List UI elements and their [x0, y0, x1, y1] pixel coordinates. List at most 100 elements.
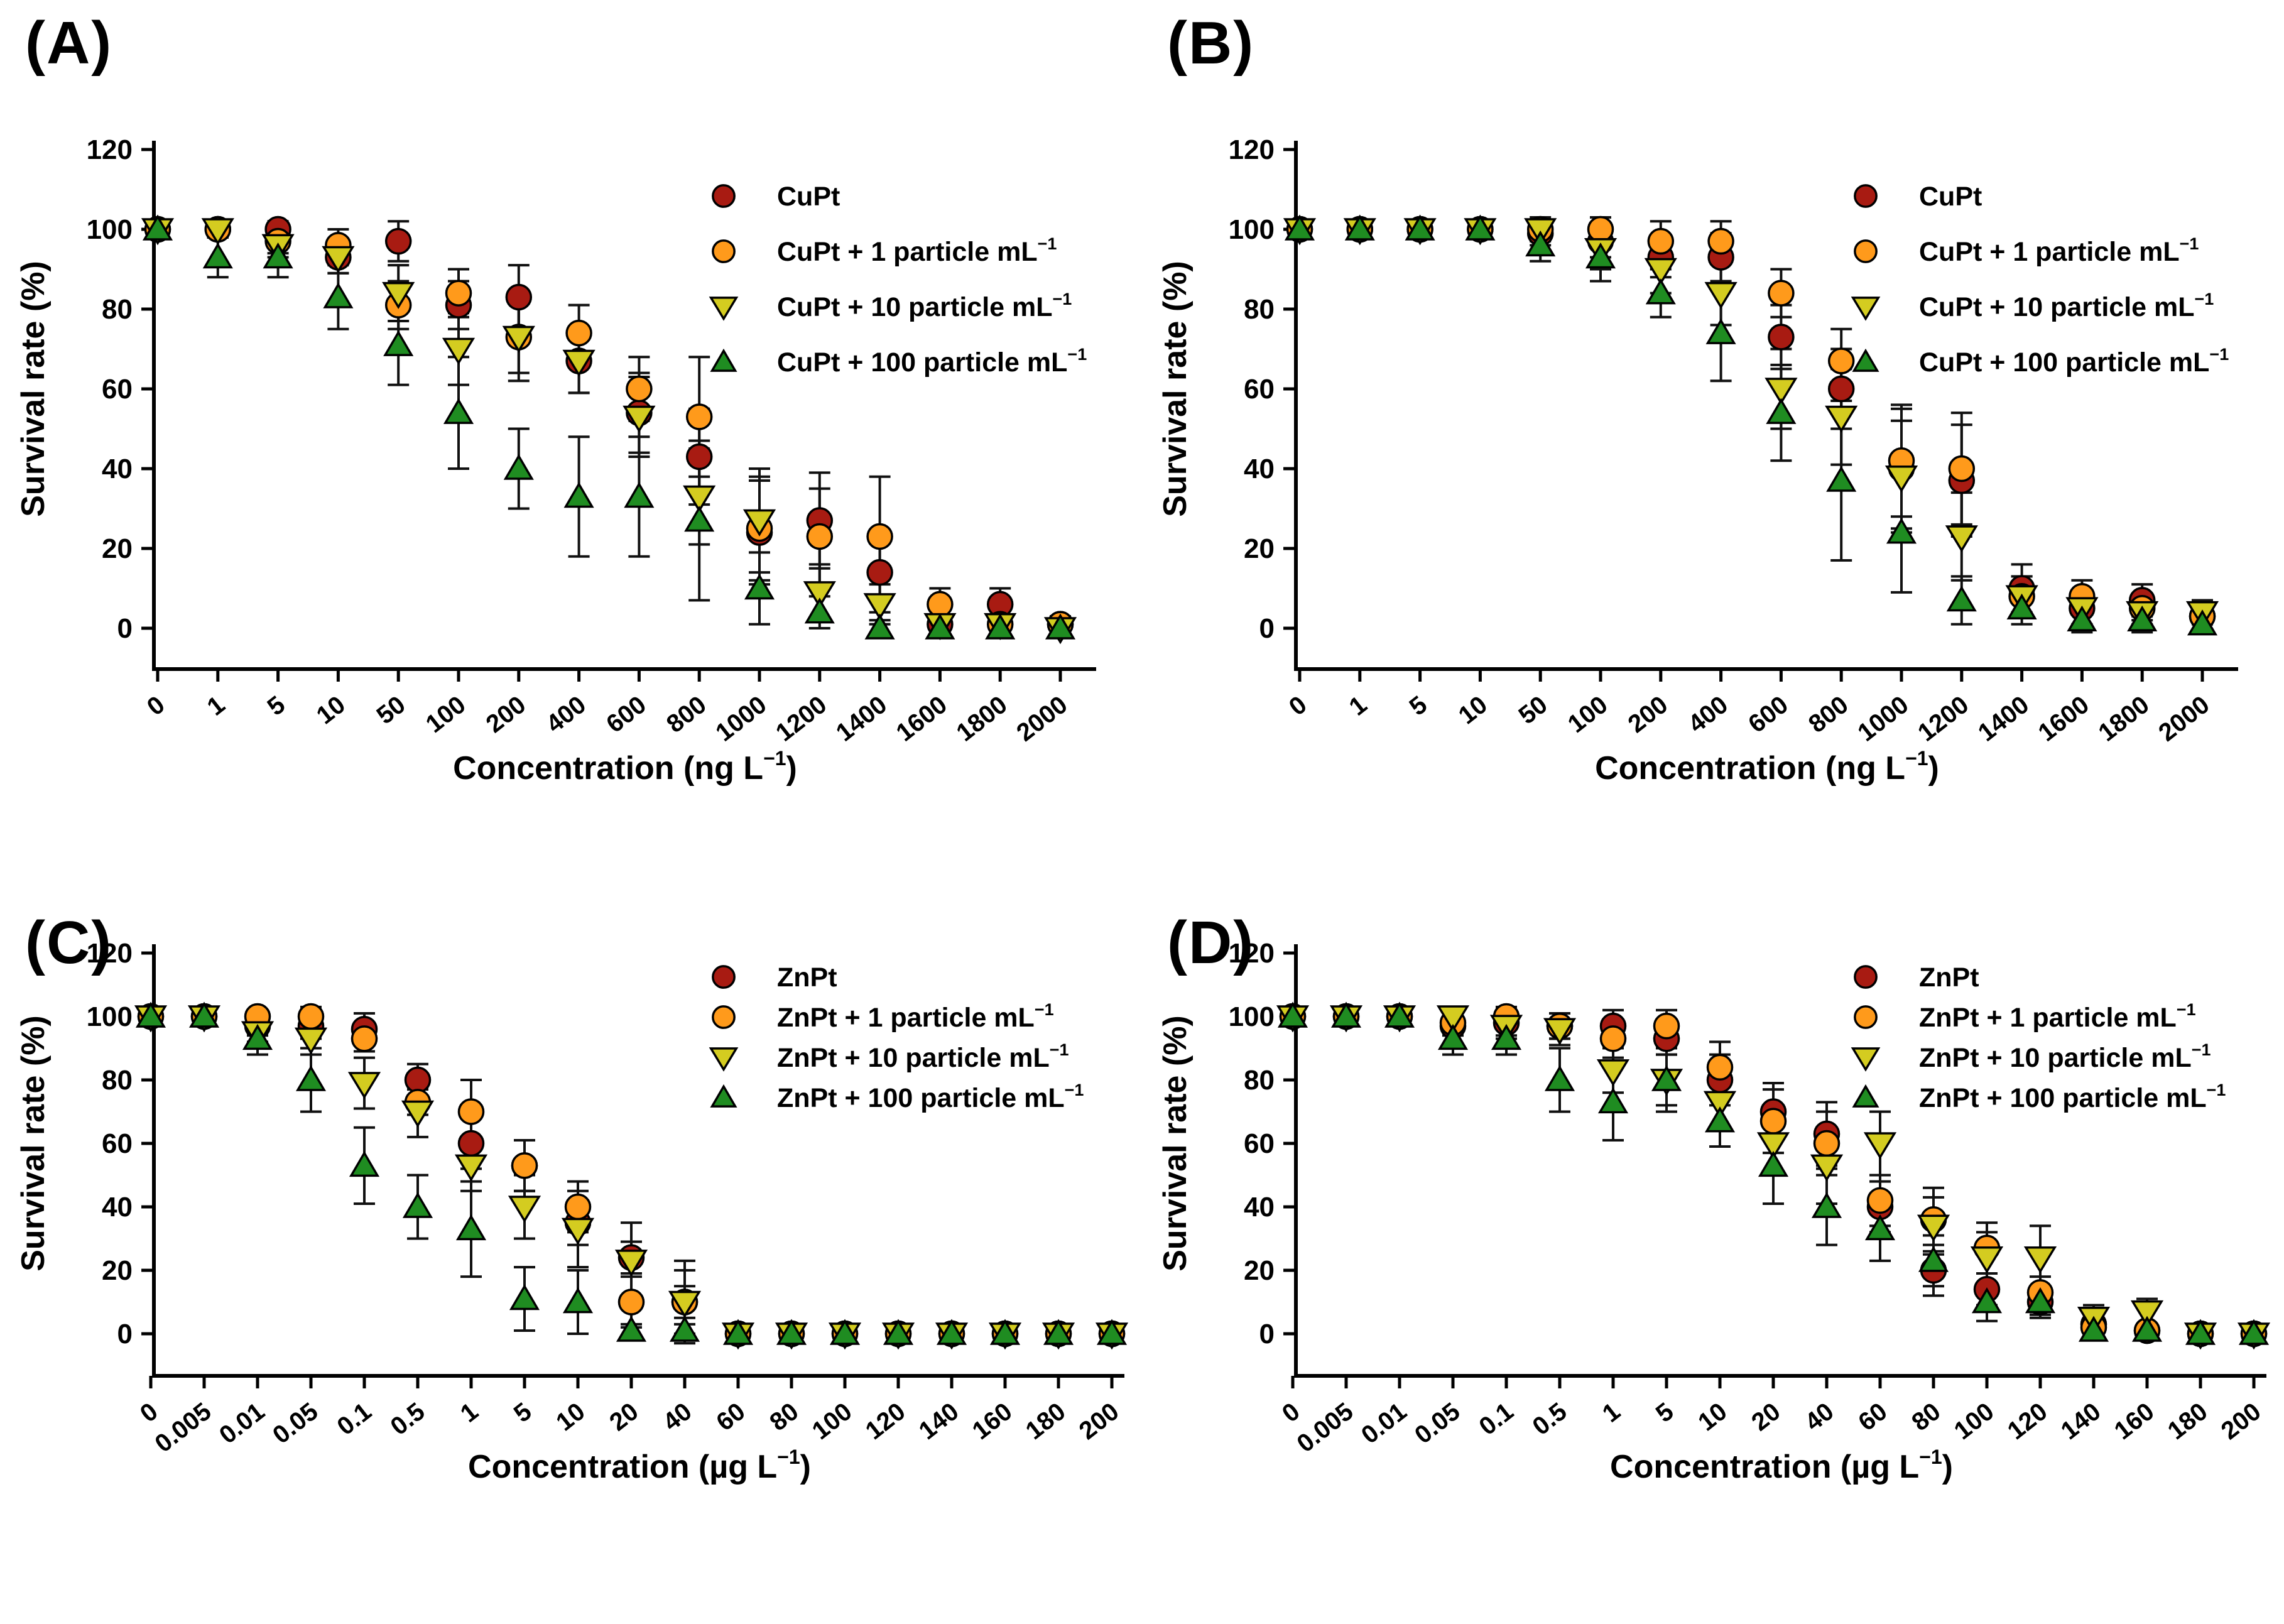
axis-titles: Survival rate (%) Concentration (µg L−1) [15, 1015, 811, 1485]
triangle-down-marker [803, 581, 836, 609]
panel-label-A: (A) [25, 9, 113, 77]
x-tick-label: 800 [661, 690, 712, 738]
legend-label: ZnPt [777, 962, 837, 993]
series-cupt-100-particle-ml- [1284, 214, 2218, 636]
triangle-up-marker [1384, 1001, 1415, 1028]
circle-marker [1653, 1012, 1680, 1040]
x-tick-label: 140 [2056, 1397, 2106, 1445]
circle-marker [1647, 227, 1675, 255]
triangle-down-marker [454, 1154, 488, 1182]
y-tick-label: 100 [1229, 214, 1275, 245]
y-tick-label: 100 [87, 214, 133, 245]
circle-marker [712, 239, 736, 263]
x-tick-label: 80 [1906, 1397, 1945, 1436]
y-axis-title: Survival rate (%) [1157, 1015, 1194, 1272]
axes [1294, 141, 2238, 671]
triangle-down-marker [347, 1072, 381, 1099]
triangle-up-marker [455, 1214, 487, 1241]
x-tick-label: 0.01 [1356, 1397, 1411, 1449]
series-cupt [144, 215, 1074, 638]
y-tick-label: 120 [87, 134, 133, 165]
triangle-down-marker [322, 246, 355, 273]
triangle-up-marker [443, 398, 474, 424]
triangle-up-marker [1045, 613, 1076, 640]
triangle-down-marker [1884, 465, 1918, 493]
x-tick-label: 40 [1800, 1397, 1839, 1436]
x-tick-label: 0.05 [1410, 1397, 1465, 1449]
triangle-up-marker [1437, 1023, 1469, 1050]
triangle-down-marker [623, 405, 656, 433]
triangle-up-marker [1645, 278, 1676, 305]
series-znpt-100-particle-ml- [135, 1001, 1128, 1345]
circle-marker [866, 523, 893, 550]
triangle-down-marker [742, 509, 776, 537]
triangle-down-marker [1970, 1246, 2004, 1274]
circle-marker [445, 280, 472, 307]
panel-label-B: (B) [1167, 9, 1255, 77]
x-tick-label: 0.05 [268, 1397, 323, 1449]
circle-marker [1707, 227, 1734, 255]
x-tick-label: 400 [1683, 690, 1733, 738]
x-tick-label: 0.005 [1292, 1397, 1359, 1458]
triangle-up-marker [1544, 1065, 1575, 1091]
x-tick-label: 0.1 [1474, 1397, 1519, 1441]
x-tick-label: 800 [1803, 690, 1854, 738]
triangle-up-marker [2006, 593, 2037, 619]
triangle-up-marker [1597, 1087, 1629, 1114]
triangle-up-marker [2078, 1316, 2109, 1342]
triangle-up-marker [1758, 1150, 1789, 1177]
x-tick-label: 10 [312, 690, 351, 729]
triangle-up-marker [1651, 1065, 1682, 1091]
triangle-down-marker [294, 1027, 328, 1055]
legend-label: ZnPt [1919, 962, 1979, 993]
x-tick-label: 1400 [1973, 690, 2034, 746]
y-axis-ticks: 0 20 40 60 80 100 120 [87, 134, 154, 644]
x-tick-label: 1000 [710, 690, 771, 746]
circle-marker [1706, 1054, 1734, 1081]
triangle-down-marker [561, 1218, 595, 1245]
series-znpt-100-particle-ml- [1277, 1001, 2270, 1345]
triangle-up-marker [1852, 1084, 1879, 1108]
x-axis-ticks: 0 1 5 10 50 100 200 400 600 800100012001400160018… [142, 669, 1073, 747]
circle-marker [565, 319, 592, 347]
x-tick-label: 1800 [952, 690, 1013, 746]
x-tick-label: 160 [967, 1397, 1018, 1445]
circle-marker [351, 1025, 378, 1052]
x-tick-label: 5 [1405, 690, 1433, 721]
error-bars [1289, 215, 2213, 634]
triangle-up-marker [349, 1150, 380, 1177]
circle-marker [1599, 1025, 1627, 1052]
x-tick-label: 100 [1563, 690, 1613, 738]
circle-marker [1948, 455, 1976, 482]
y-tick-label: 120 [1229, 134, 1275, 165]
triangle-up-marker [1330, 1001, 1362, 1028]
triangle-up-marker [985, 613, 1016, 640]
x-tick-label: 40 [658, 1397, 697, 1436]
y-axis-ticks: 0 20 40 60 80 100 120 [1229, 134, 1296, 644]
x-tick-label: 0 [1284, 690, 1312, 721]
triangle-up-marker [989, 1319, 1021, 1345]
panel-C: 0 20 40 60 80 100 120 0 0.005 0.01 0.05 0.1 0.5 1 5 10 2… [0, 810, 1142, 1621]
series-cupt-1-particle-ml- [1286, 215, 2216, 630]
x-tick-label: 160 [2109, 1397, 2160, 1445]
triangle-down-marker [1825, 405, 1858, 433]
axis-titles: Survival rate (%) Concentration (ng L−1) [1157, 261, 1939, 787]
y-axis-ticks: 0 20 40 60 80 100 120 [1229, 938, 1296, 1349]
triangle-up-marker [776, 1319, 807, 1345]
triangle-up-marker [883, 1319, 914, 1345]
x-tick-label: 100 [807, 1397, 857, 1445]
triangle-down-marker [2130, 1300, 2164, 1328]
y-axis-title: Survival rate (%) [15, 261, 52, 517]
x-tick-label: 5 [263, 690, 291, 721]
x-axis-title: Concentration (µg L−1) [1610, 1446, 1953, 1485]
x-tick-label: 1400 [831, 690, 892, 746]
triangle-down-marker [1543, 1018, 1577, 1045]
x-tick-label: 1600 [2033, 690, 2094, 746]
x-tick-label: 0.01 [214, 1397, 269, 1449]
x-axis-title: Concentration (µg L−1) [468, 1446, 811, 1485]
legend-label: CuPt + 1 particle mL−1 [777, 234, 1057, 267]
circle-marker [685, 443, 713, 471]
x-tick-label: 0.5 [1528, 1397, 1572, 1441]
